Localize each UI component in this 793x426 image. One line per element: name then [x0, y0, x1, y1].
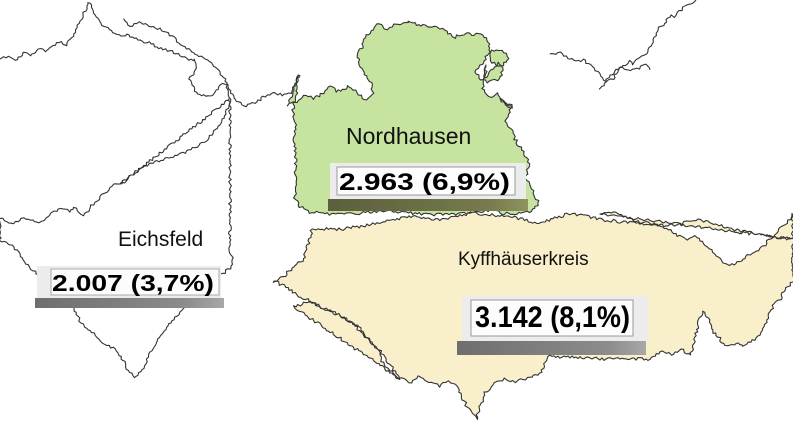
svg-text:2.007 (3,7%): 2.007 (3,7%): [52, 270, 214, 296]
svg-text:Kyffhäuserkreis: Kyffhäuserkreis: [458, 249, 589, 270]
svg-text:2.963 (6,9%): 2.963 (6,9%): [339, 169, 510, 196]
svg-text:Nordhausen: Nordhausen: [346, 123, 471, 149]
svg-text:3.142 (8,1%): 3.142 (8,1%): [475, 301, 630, 334]
svg-text:Eichsfeld: Eichsfeld: [118, 228, 203, 251]
